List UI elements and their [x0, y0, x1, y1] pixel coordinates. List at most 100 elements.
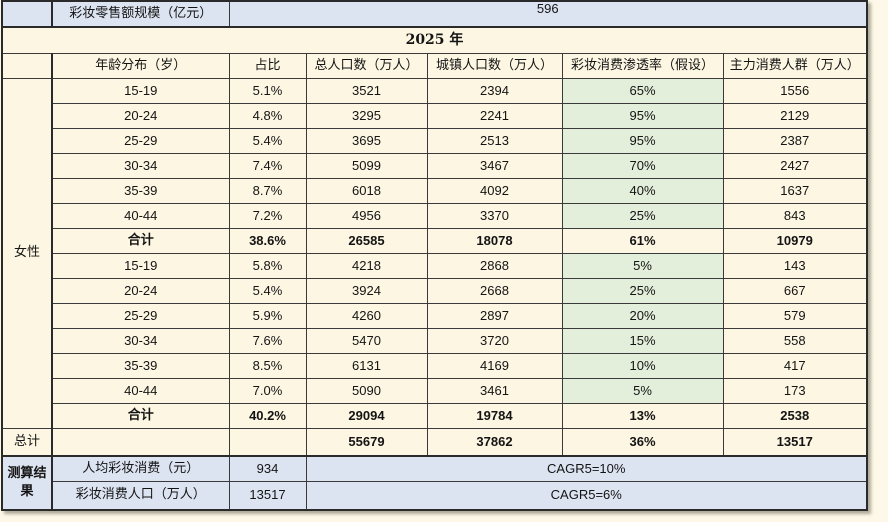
- urban-cell: 3461: [426, 377, 563, 404]
- total-cell: 3521: [305, 77, 428, 104]
- result-label: 人均彩妆消费（元）: [51, 455, 230, 482]
- share-cell: 5.4%: [228, 127, 307, 154]
- rate-cell: 95%: [561, 127, 724, 154]
- makeup-population-table: 彩妆零售额规模（亿元） 596 2025 年 年龄分布（岁） 占比 总人口数（万…: [1, 0, 869, 511]
- age-cell: 合计: [51, 227, 230, 254]
- rate-cell: 36%: [561, 427, 724, 457]
- rate-cell: 65%: [561, 77, 724, 104]
- total-cell: 29094: [305, 402, 428, 429]
- age-cell: 40-44: [51, 377, 230, 404]
- share-cell: 40.2%: [228, 402, 307, 429]
- age-row: 30-34 7.4% 5099 3467 70% 2427: [2, 152, 868, 179]
- core-cell: 2538: [722, 402, 868, 429]
- result-value: 934: [228, 455, 307, 482]
- core-cell: 417: [722, 352, 868, 379]
- core-cell: 558: [722, 327, 868, 354]
- age-cell: 20-24: [51, 102, 230, 129]
- total-cell: 3924: [305, 277, 428, 304]
- col-header-urban: 城镇人口数（万人）: [426, 52, 563, 79]
- rate-cell: 61%: [561, 227, 724, 254]
- col-header-share: 占比: [228, 52, 307, 79]
- rate-cell: 10%: [561, 352, 724, 379]
- total-cell: 6018: [305, 177, 428, 204]
- result-section-label: 测算结果: [1, 455, 53, 511]
- rate-cell: 95%: [561, 102, 724, 129]
- total-cell: 26585: [305, 227, 428, 254]
- core-cell: 579: [722, 302, 868, 329]
- age-row: 20-24 5.4% 3924 2668 25% 667: [2, 277, 868, 304]
- col-header-core: 主力消费人群（万人）: [722, 52, 868, 79]
- urban-cell: 2668: [426, 277, 563, 304]
- total-cell: 5099: [305, 152, 428, 179]
- age-row: 25-29 5.9% 4260 2897 20% 579: [2, 302, 868, 329]
- urban-cell: 19784: [426, 402, 563, 429]
- total-cell: 3295: [305, 102, 428, 129]
- rate-cell: 25%: [561, 277, 724, 304]
- share-cell: 8.5%: [228, 352, 307, 379]
- core-cell: 143: [722, 252, 868, 279]
- result-row: 彩妆消费人口（万人） 13517 CAGR5=6%: [2, 480, 868, 511]
- empty-cell: [51, 427, 230, 457]
- urban-cell: 37862: [426, 427, 563, 457]
- share-cell: 5.1%: [228, 77, 307, 104]
- share-cell: 5.8%: [228, 252, 307, 279]
- col-header-age: 年龄分布（岁）: [51, 52, 230, 79]
- rate-cell: 25%: [561, 202, 724, 229]
- group-label-cell: 女性: [1, 77, 53, 429]
- core-cell: 2129: [722, 102, 868, 129]
- col-header-total: 总人口数（万人）: [305, 52, 428, 79]
- rate-cell: 13%: [561, 402, 724, 429]
- column-header-row: 年龄分布（岁） 占比 总人口数（万人） 城镇人口数（万人） 彩妆消费渗透率（假设…: [1, 52, 868, 79]
- share-cell: 8.7%: [228, 177, 307, 204]
- age-row: 15-19 5.8% 4218 2868 5% 143: [2, 252, 868, 279]
- age-row: 35-39 8.5% 6131 4169 10% 417: [2, 352, 868, 379]
- rate-cell: 5%: [561, 377, 724, 404]
- subtotal-row: 合计 38.6% 26585 18078 61% 10979: [2, 227, 868, 254]
- share-cell: 7.2%: [228, 202, 307, 229]
- urban-cell: 2868: [426, 252, 563, 279]
- total-cell: 4218: [305, 252, 428, 279]
- core-cell: 2387: [722, 127, 868, 154]
- age-cell: 35-39: [51, 177, 230, 204]
- rate-cell: 5%: [561, 252, 724, 279]
- urban-cell: 4092: [426, 177, 563, 204]
- share-cell: 7.4%: [228, 152, 307, 179]
- age-row: 30-34 7.6% 5470 3720 15% 558: [2, 327, 868, 354]
- share-cell: 5.9%: [228, 302, 307, 329]
- result-row: 测算结果 人均彩妆消费（元） 934 CAGR5=10%: [1, 455, 868, 511]
- year-banner: 2025 年: [1, 26, 868, 54]
- age-cell: 15-19: [51, 77, 230, 104]
- total-cell: 4260: [305, 302, 428, 329]
- age-cell: 40-44: [51, 202, 230, 229]
- age-row: 20-24 4.8% 3295 2241 95% 2129: [2, 102, 868, 129]
- urban-cell: 2241: [426, 102, 563, 129]
- result-note: CAGR5=10%: [305, 455, 868, 482]
- result-label: 彩妆消费人口（万人）: [51, 480, 230, 511]
- urban-cell: 2897: [426, 302, 563, 329]
- age-cell: 20-24: [51, 277, 230, 304]
- total-cell: 5090: [305, 377, 428, 404]
- result-value: 13517: [228, 480, 307, 511]
- urban-cell: 3370: [426, 202, 563, 229]
- core-cell: 843: [722, 202, 868, 229]
- total-cell: 6131: [305, 352, 428, 379]
- header-spacer-cell: [1, 52, 53, 79]
- share-cell: 5.4%: [228, 277, 307, 304]
- core-cell: 173: [722, 377, 868, 404]
- total-cell: 5470: [305, 327, 428, 354]
- subtotal-row: 合计 40.2% 29094 19784 13% 2538: [2, 402, 868, 429]
- age-row: 女性 15-19 5.1% 3521 2394 65% 1556: [1, 77, 868, 429]
- rate-cell: 15%: [561, 327, 724, 354]
- total-cell: 3695: [305, 127, 428, 154]
- total-cell: 55679: [305, 427, 428, 457]
- urban-cell: 3720: [426, 327, 563, 354]
- age-cell: 15-19: [51, 252, 230, 279]
- core-cell: 10979: [722, 227, 868, 254]
- retail-scale-label: 彩妆零售额规模（亿元）: [51, 0, 230, 28]
- grand-total-label: 总计: [1, 427, 53, 457]
- age-cell: 25-29: [51, 127, 230, 154]
- core-cell: 2427: [722, 152, 868, 179]
- urban-cell: 2513: [426, 127, 563, 154]
- age-row: 25-29 5.4% 3695 2513 95% 2387: [2, 127, 868, 154]
- age-cell: 30-34: [51, 327, 230, 354]
